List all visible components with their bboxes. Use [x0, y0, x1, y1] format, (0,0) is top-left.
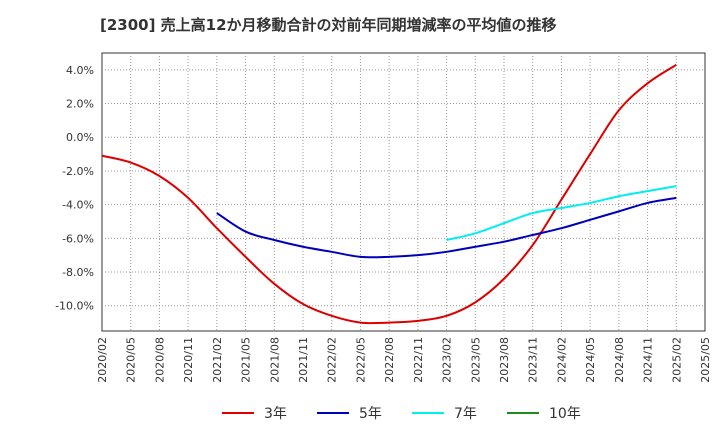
series-line-0 [101, 63, 677, 325]
x-tick-label: 2022/02 [326, 337, 339, 383]
x-tick-label: 2022/11 [412, 337, 425, 383]
x-tick-label: 2021/05 [240, 337, 253, 383]
x-tick-label: 2024/08 [613, 337, 626, 383]
x-tick-label: 2022/08 [383, 337, 396, 383]
x-tick-label: 2024/05 [584, 337, 597, 383]
y-tick-label: -6.0% [62, 232, 94, 245]
series-line-2 [446, 185, 677, 241]
y-tick-label: 4.0% [66, 64, 94, 77]
x-tick-label: 2024/02 [555, 337, 568, 383]
legend: 3年 5年 7年 10年 [222, 406, 581, 422]
y-tick-label: 0.0% [66, 131, 94, 144]
x-tick-label: 2020/02 [96, 337, 109, 383]
series-line-1 [216, 196, 677, 259]
x-tick-label: 2021/02 [211, 337, 224, 383]
x-tick-label: 2022/05 [354, 337, 367, 383]
x-tick-label: 2020/11 [182, 337, 195, 383]
x-tick-label: 2023/11 [527, 337, 540, 383]
tick-layer: 2020/02 2020/05 2020/08 2020/11 2021/02 2021/… [55, 64, 712, 383]
series-layer [101, 63, 677, 325]
x-tick-label: 2023/02 [441, 337, 454, 383]
legend-label-0: 3年 [264, 406, 287, 422]
legend-label-3: 10年 [549, 406, 581, 422]
x-tick-label: 2023/05 [469, 337, 482, 383]
y-tick-label: 2.0% [66, 98, 94, 111]
legend-label-1: 5年 [359, 406, 382, 422]
legend-label-2: 7年 [454, 406, 477, 422]
plot-area [101, 52, 706, 332]
x-tick-label: 2025/05 [699, 337, 712, 383]
x-tick-label: 2021/11 [297, 337, 310, 383]
x-tick-label: 2020/05 [125, 337, 138, 383]
x-tick-label: 2021/08 [268, 337, 281, 383]
y-tick-label: -8.0% [62, 266, 94, 279]
y-tick-label: -4.0% [62, 199, 94, 212]
y-tick-label: -10.0% [55, 300, 94, 313]
y-tick-label: -2.0% [62, 165, 94, 178]
x-tick-label: 2024/11 [642, 337, 655, 383]
chart-title: [2300] 売上高12か月移動合計の対前年同期増減率の平均値の推移 [100, 16, 557, 34]
x-tick-label: 2025/02 [670, 337, 683, 383]
x-tick-label: 2023/08 [498, 337, 511, 383]
x-tick-label: 2020/08 [153, 337, 166, 383]
